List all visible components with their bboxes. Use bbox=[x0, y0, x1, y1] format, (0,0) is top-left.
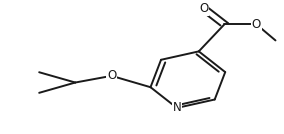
Text: O: O bbox=[107, 69, 116, 82]
Text: O: O bbox=[199, 2, 208, 15]
Text: N: N bbox=[173, 101, 181, 114]
Text: O: O bbox=[252, 18, 261, 31]
